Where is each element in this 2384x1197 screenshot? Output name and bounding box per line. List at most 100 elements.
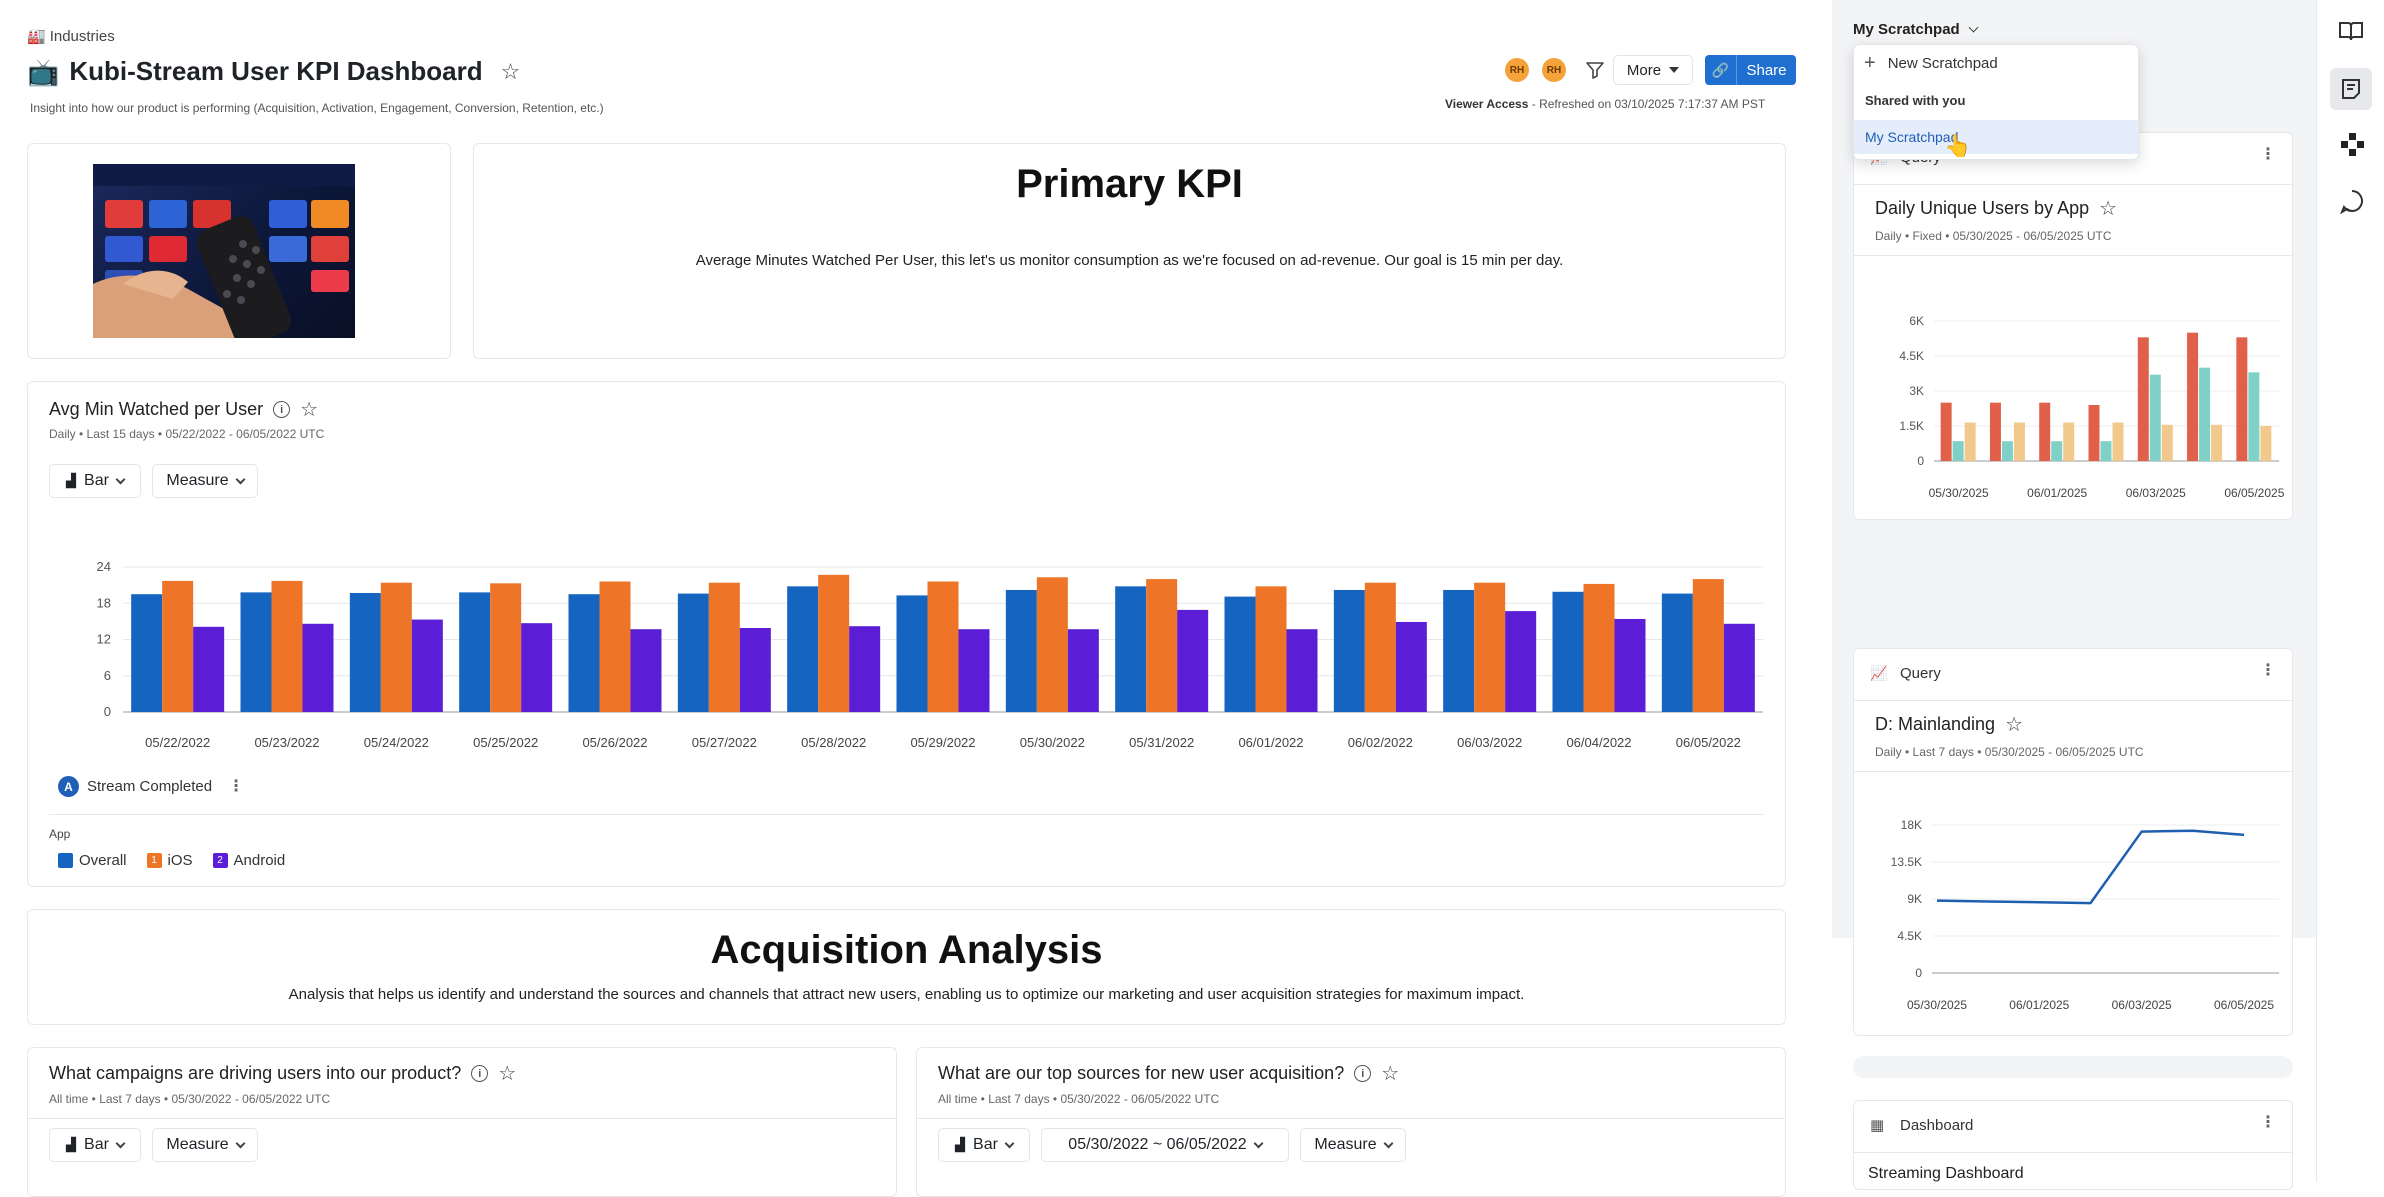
- query-title[interactable]: Daily Unique Users by App: [1875, 198, 2090, 218]
- avatar[interactable]: RH: [1505, 58, 1529, 82]
- bar: [2088, 405, 2100, 461]
- bar: [2100, 441, 2112, 461]
- kpi-title: Primary KPI: [1016, 162, 1243, 206]
- metric-label: Stream Completed: [87, 778, 213, 795]
- x-tick-label: 06/03/2022: [1457, 735, 1522, 750]
- y-tick-label: 18K: [1901, 818, 1922, 832]
- dashboard-title[interactable]: Streaming Dashboard: [1868, 1165, 2024, 1182]
- dashboard-grid-icon: ▦: [1870, 1117, 1885, 1134]
- chart-type-select[interactable]: ▟ Bar: [49, 464, 141, 498]
- chart-title[interactable]: Avg Min Watched per User: [49, 399, 264, 419]
- chat-icon[interactable]: [2339, 188, 2365, 215]
- sources-title-row: What are our top sources for new user ac…: [938, 1063, 1399, 1084]
- measure-label: Measure: [166, 472, 229, 489]
- metric-badge: A: [58, 776, 79, 797]
- campaigns-card: What campaigns are driving users into ou…: [27, 1047, 897, 1197]
- nodes-icon[interactable]: [2339, 131, 2365, 157]
- campaigns-title[interactable]: What campaigns are driving users into ou…: [49, 1063, 462, 1083]
- query-title[interactable]: D: Mainlanding: [1875, 714, 1996, 734]
- card-options-icon[interactable]: ⋮: [2260, 662, 2276, 679]
- favorite-star-icon[interactable]: ☆: [300, 398, 319, 421]
- x-tick-label: 05/27/2022: [692, 735, 757, 750]
- scratchpad-selector[interactable]: My Scratchpad: [1853, 21, 1979, 38]
- bar: [1692, 579, 1724, 712]
- chevron-down-icon: [1253, 1138, 1264, 1148]
- query-title-row: Daily Unique Users by App ☆: [1875, 198, 2117, 219]
- more-button[interactable]: More: [1613, 55, 1693, 85]
- caret-down-icon: [1669, 67, 1680, 73]
- title-row: 📺 Kubi-Stream User KPI Dashboard ☆: [27, 56, 520, 87]
- chart-type-select[interactable]: ▟ Bar: [938, 1128, 1030, 1162]
- chevron-down-icon: [1004, 1138, 1015, 1148]
- x-tick-label: 06/05/2022: [1676, 735, 1741, 750]
- info-icon[interactable]: i: [273, 401, 291, 418]
- bar: [1255, 586, 1287, 712]
- favorite-star-icon[interactable]: ☆: [2005, 713, 2024, 736]
- bar: [677, 593, 709, 712]
- legend-label: iOS: [167, 852, 193, 869]
- y-tick-label: 18: [97, 595, 111, 610]
- x-tick-label: 05/31/2022: [1129, 735, 1194, 750]
- link-icon[interactable]: 🔗: [1705, 55, 1737, 85]
- scratchpad-rail-icon[interactable]: [2330, 68, 2372, 110]
- card-options-icon[interactable]: ⋮: [2260, 146, 2276, 163]
- new-scratchpad-item[interactable]: + New Scratchpad: [1864, 53, 1998, 73]
- refresh-status: Viewer Access - Refreshed on 03/10/2025 …: [1445, 97, 1765, 111]
- breadcrumb[interactable]: 🏭 Industries: [27, 27, 115, 46]
- bar: [2112, 422, 2124, 461]
- acquisition-card: Acquisition Analysis Analysis that helps…: [27, 909, 1786, 1025]
- legend-label: Android: [233, 852, 286, 869]
- measure-select[interactable]: Measure: [152, 464, 258, 498]
- metric-options-icon[interactable]: ⋮: [228, 777, 245, 795]
- more-label: More: [1626, 61, 1662, 79]
- favorite-star-icon[interactable]: ☆: [1381, 1062, 1400, 1085]
- sources-title[interactable]: What are our top sources for new user ac…: [938, 1063, 1345, 1083]
- x-tick-label: 06/05/2025: [2214, 998, 2274, 1011]
- bar: [240, 592, 272, 712]
- measure-select[interactable]: Measure: [1300, 1128, 1406, 1162]
- bar: [2211, 424, 2223, 461]
- chart-type-select[interactable]: ▟ Bar: [49, 1128, 141, 1162]
- favorite-star-icon[interactable]: ☆: [2099, 197, 2118, 220]
- query-header-label: Query: [1900, 665, 1941, 682]
- y-tick-label: 3K: [1909, 384, 1924, 398]
- chevron-down-icon: [1383, 1138, 1394, 1148]
- query-card-mainlanding: 📈 Query ⋮ D: Mainlanding ☆ Daily • Last …: [1853, 648, 2293, 1036]
- bar: [2063, 422, 2075, 461]
- avg-min-chart-card: Avg Min Watched per User i ☆ Daily • Las…: [27, 381, 1786, 887]
- share-button[interactable]: 🔗 Share: [1705, 55, 1796, 85]
- avg-min-bar-chart: 0 6 12 18 24 05/22/2022 05/23/2022 05/24/2022 05…: [97, 559, 1763, 750]
- favorite-star-icon[interactable]: ☆: [498, 1062, 517, 1085]
- legend-item-android[interactable]: 2 Android: [212, 852, 286, 869]
- tv-remote-image: [93, 164, 355, 338]
- collapsed-card[interactable]: [1853, 1056, 2293, 1078]
- legend-swatch: 2: [212, 853, 228, 868]
- bar: [787, 586, 819, 712]
- bar: [2001, 441, 2013, 461]
- favorite-star-icon[interactable]: ☆: [500, 58, 521, 84]
- date-range-select[interactable]: 05/30/2022 ~ 06/05/2022: [1041, 1128, 1289, 1162]
- chevron-down-icon: [115, 1138, 126, 1148]
- legend-item-ios[interactable]: 1 iOS: [146, 852, 193, 869]
- card-options-icon[interactable]: ⋮: [2260, 1114, 2276, 1131]
- info-icon[interactable]: i: [1354, 1065, 1372, 1082]
- book-icon[interactable]: [2337, 17, 2365, 45]
- menu-item-my-scratchpad[interactable]: My Scratchpad: [1854, 120, 2138, 154]
- x-tick-label: 06/01/2025: [2009, 998, 2069, 1011]
- bar: [2199, 367, 2211, 461]
- chart-type-label: Bar: [973, 1136, 998, 1153]
- legend-item-overall[interactable]: Overall: [58, 852, 127, 869]
- bar: [411, 619, 443, 712]
- metric-row[interactable]: A Stream Completed ⋮: [58, 776, 244, 797]
- measure-select[interactable]: Measure: [152, 1128, 258, 1162]
- chart-title-row: Avg Min Watched per User i ☆: [49, 399, 318, 420]
- bar: [302, 623, 334, 712]
- filter-icon[interactable]: [1585, 60, 1605, 80]
- daily-unique-bar-chart: 0 1.5K 3K 4.5K 6K 05/30/2025 06/01/2025 06/03/2…: [1899, 314, 2284, 500]
- y-tick-label: 0: [104, 704, 111, 719]
- bar: [380, 582, 412, 712]
- info-icon[interactable]: i: [471, 1065, 489, 1082]
- bar: [708, 582, 740, 712]
- avatar[interactable]: RH: [1542, 58, 1566, 82]
- legend-title: App: [49, 827, 71, 841]
